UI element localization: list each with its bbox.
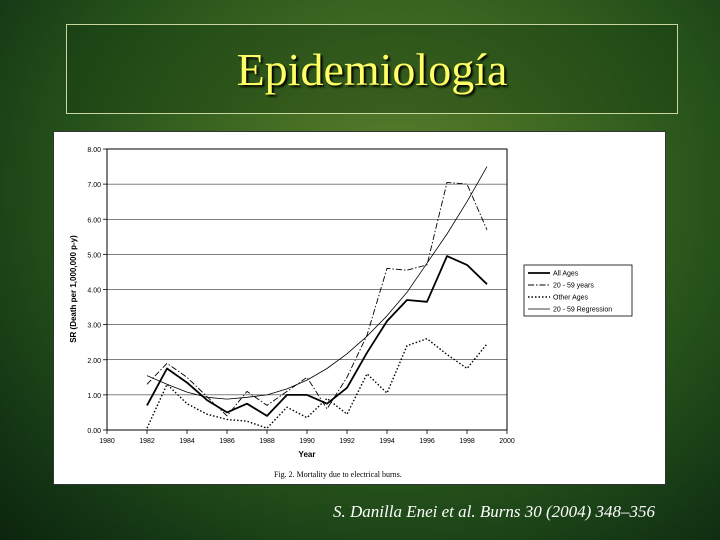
y-tick-label: 5.00 xyxy=(87,252,101,259)
y-axis-label: SR (Death per 1,000,000 p-y) xyxy=(69,235,78,343)
x-tick-label: 1998 xyxy=(459,438,475,445)
x-tick-label: 1988 xyxy=(259,438,275,445)
y-tick-label: 8.00 xyxy=(87,147,101,154)
legend-label: All Ages xyxy=(553,271,579,278)
x-axis-ticks: 1980 1982 1984 1986 1988 1990 1992 1994 1996 1998… xyxy=(99,430,515,445)
series-line-2 xyxy=(146,337,488,429)
y-tick-label: 4.00 xyxy=(87,288,101,295)
title-box: Epidemiología xyxy=(66,24,678,114)
legend-label: 20 - 59 Regression xyxy=(553,307,612,314)
x-tick-label: 1980 xyxy=(99,438,115,445)
y-tick-label: 1.00 xyxy=(87,393,101,400)
x-axis-label: Year xyxy=(299,450,316,459)
x-tick-label: 1990 xyxy=(299,438,315,445)
legend-label: Other Ages xyxy=(553,295,589,302)
x-tick-label: 1986 xyxy=(219,438,235,445)
slide-title: Epidemiología xyxy=(236,43,508,95)
grid xyxy=(107,183,507,396)
legend-label: 20 - 59 years xyxy=(553,283,594,290)
y-tick-label: 2.00 xyxy=(87,358,101,365)
y-tick-label: 7.00 xyxy=(87,182,101,189)
line-chart: 0.00 1.00 2.00 3.00 4.00 5.00 6.00 7.00 8.00 198… xyxy=(69,147,633,479)
x-tick-label: 1996 xyxy=(419,438,435,445)
chart-figure: 0.00 1.00 2.00 3.00 4.00 5.00 6.00 7.00 8.00 198… xyxy=(53,131,666,485)
series-lines xyxy=(146,166,488,429)
series-line-0 xyxy=(146,255,488,417)
series-line-1 xyxy=(146,181,488,417)
y-tick-label: 0.00 xyxy=(87,428,101,435)
citation: S. Danilla Enei et al. Burns 30 (2004) 3… xyxy=(333,502,656,521)
figure-caption: Fig. 2. Mortality due to electrical burn… xyxy=(274,470,402,479)
y-tick-label: 3.00 xyxy=(87,323,101,330)
x-tick-label: 1994 xyxy=(379,438,395,445)
x-tick-label: 1992 xyxy=(339,438,355,445)
y-axis-ticks: 0.00 1.00 2.00 3.00 4.00 5.00 6.00 7.00 8.00 xyxy=(87,147,107,435)
y-tick-label: 6.00 xyxy=(87,217,101,224)
legend: All Ages 20 - 59 years Other Ages 20 - 59 R… xyxy=(523,264,633,317)
x-tick-label: 2000 xyxy=(499,438,515,445)
x-tick-label: 1984 xyxy=(179,438,195,445)
x-tick-label: 1982 xyxy=(139,438,155,445)
